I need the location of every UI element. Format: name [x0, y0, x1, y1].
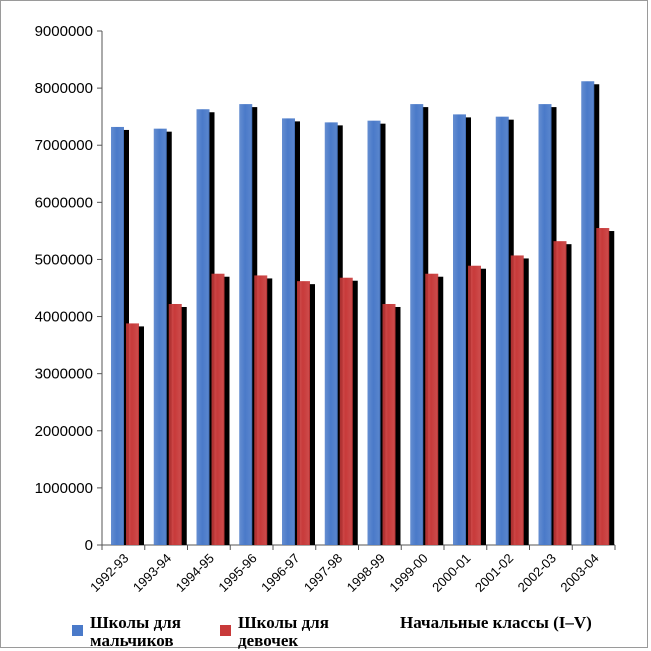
y-tick-label: 9000000: [35, 23, 93, 40]
bar-shadow: [437, 276, 444, 545]
x-tick-label: 1996-97: [258, 551, 302, 595]
bar-girls: [168, 303, 182, 545]
bar-shadow: [138, 326, 144, 545]
x-tick-label: 1997-98: [301, 551, 345, 595]
y-tick-label: 6000000: [35, 194, 93, 211]
x-tick-label: 1992-93: [87, 551, 131, 595]
legend-label-girls: Школы для девочек: [238, 614, 329, 650]
bar-shadow: [351, 280, 358, 545]
bar-girls: [510, 255, 524, 546]
bar-boys: [367, 120, 381, 546]
bar-boys: [111, 126, 124, 546]
bar-boys: [495, 116, 509, 546]
bar-boys: [282, 118, 295, 545]
bar-girls: [382, 303, 396, 545]
bar-shadow: [522, 258, 529, 545]
legend-label-girls-line2: девочек: [238, 631, 299, 650]
y-tick-label: 8000000: [35, 80, 93, 97]
x-tick-label: 1993-94: [130, 551, 174, 595]
y-tick-label: 3000000: [35, 366, 93, 383]
bar-shadow: [480, 268, 486, 545]
legend-label-boys: Школы для мальчиков: [90, 614, 181, 650]
legend-swatch-girls: [220, 625, 231, 636]
bar-girls: [211, 273, 225, 545]
legend-label-boys-line2: мальчиков: [90, 631, 174, 650]
y-tick-label: 4000000: [35, 309, 93, 326]
bar-shadow: [223, 276, 230, 545]
y-tick-label: 1000000: [35, 480, 93, 497]
x-tick-label: 1998-99: [344, 551, 388, 595]
y-tick-label: 2000000: [35, 423, 93, 440]
bar-boys: [581, 81, 595, 545]
bar-girls: [254, 275, 268, 545]
y-tick-label: 5000000: [35, 251, 93, 268]
bar-girls: [468, 265, 481, 545]
bar-girls: [297, 281, 310, 545]
bar-boys: [153, 128, 167, 545]
bar-shadow: [180, 306, 187, 545]
bar-girls: [553, 241, 567, 545]
y-tick-label: 0: [85, 537, 93, 554]
x-tick-label: 2001-02: [472, 551, 516, 595]
x-tick-label: 2000-01: [429, 551, 473, 595]
bar-shadow: [266, 278, 273, 545]
x-tick-label: 1994-95: [173, 551, 217, 595]
y-tick-label: 7000000: [35, 137, 93, 154]
bar-boys: [453, 114, 466, 545]
x-tick-label: 2002-03: [515, 551, 559, 595]
bar-girls: [126, 323, 139, 545]
x-tick-label: 1999-00: [386, 551, 430, 595]
bar-shadow: [565, 244, 572, 545]
bar-shadow: [608, 231, 615, 546]
bar-boys: [196, 109, 210, 546]
x-tick-label: 2003-04: [557, 551, 601, 595]
bar-boys: [324, 122, 338, 545]
bar-boys: [410, 104, 424, 545]
bar-shadow: [394, 306, 401, 545]
legend-swatch-boys: [72, 625, 83, 636]
bar-girls: [339, 277, 353, 545]
bar-boys: [239, 104, 253, 545]
x-tick-label: 1995-96: [215, 551, 259, 595]
bar-girls: [425, 273, 439, 545]
legend-label-girls-line1: Школы для: [238, 613, 329, 632]
chart-annotation: Начальные классы (I–V): [400, 613, 592, 632]
bar-boys: [538, 104, 552, 545]
bar-girls: [596, 228, 610, 546]
bar-shadow: [309, 284, 315, 545]
legend-label-boys-line1: Школы для: [90, 613, 181, 632]
